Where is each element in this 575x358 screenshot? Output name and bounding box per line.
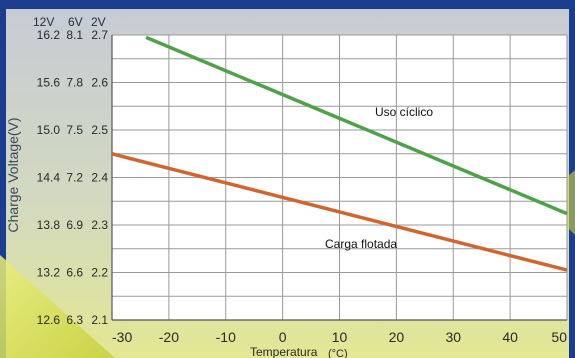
y-tick-label-12v: 14.4 (37, 171, 61, 185)
x-tick-label: 0 (279, 329, 287, 345)
y-tick-label-2v: 2.7 (91, 28, 108, 42)
y-tick-label-12v: 16.2 (37, 28, 61, 42)
y-tick-label-12v: 12.6 (37, 313, 61, 327)
x-tick-label: 30 (445, 329, 461, 345)
series-lines (111, 35, 568, 272)
y-tick-label-12v: 15.0 (37, 123, 61, 137)
y-tick-label-6v: 6.9 (66, 218, 83, 232)
label-uso-ciclico: Uso cíclico (375, 105, 433, 119)
x-tick-labels: -30 -20 -10 0 10 20 30 40 50 (112, 329, 567, 345)
y-tick-label-6v: 7.5 (66, 123, 83, 137)
y-tick-label-6v: 8.1 (66, 28, 83, 42)
x-tick-label: 20 (389, 329, 405, 345)
y-tick-label-6v: 6.6 (66, 266, 83, 280)
x-axis-unit: (°C) (328, 348, 348, 358)
x-tick-label: 10 (332, 329, 348, 345)
y-tick-labels: 16.2 8.1 2.7 15.6 7.8 2.6 15.0 7.5 2.5 14.4 7.2 2.4… (37, 28, 109, 327)
x-tick-label: -30 (112, 329, 132, 345)
y-tick-label-6v: 7.8 (66, 76, 83, 90)
y-tick-label-2v: 2.3 (91, 218, 108, 232)
y-tick-label-12v: 13.8 (37, 218, 61, 232)
x-tick-label: -10 (216, 329, 236, 345)
axis-header-12v: 12V (33, 15, 54, 29)
x-tick-label: -20 (159, 329, 179, 345)
axis-header-2v: 2V (91, 15, 106, 29)
y-tick-label-2v: 2.1 (91, 313, 108, 327)
axis-header-6v: 6V (68, 15, 83, 29)
x-tick-label: 50 (551, 329, 567, 345)
label-carga-flotada: Carga flotada (325, 237, 397, 251)
y-tick-label-6v: 6.3 (66, 313, 83, 327)
y-tick-label-2v: 2.6 (91, 76, 108, 90)
y-tick-label-2v: 2.5 (91, 123, 108, 137)
y-tick-label-12v: 15.6 (37, 76, 61, 90)
y-tick-label-6v: 7.2 (66, 171, 83, 185)
y-tick-label-2v: 2.4 (91, 171, 108, 185)
y-axis-title: Charge Voltage(V) (5, 117, 21, 232)
y-tick-label-2v: 2.2 (91, 266, 108, 280)
x-tick-label: 40 (502, 329, 518, 345)
series-line-carga-flotada (111, 152, 568, 272)
x-axis-title: Temperatura (250, 345, 318, 358)
y-tick-label-12v: 13.2 (37, 266, 61, 280)
grid (111, 34, 568, 321)
decor-wedge (0, 255, 115, 358)
series-line-uso-ciclico (145, 35, 568, 216)
